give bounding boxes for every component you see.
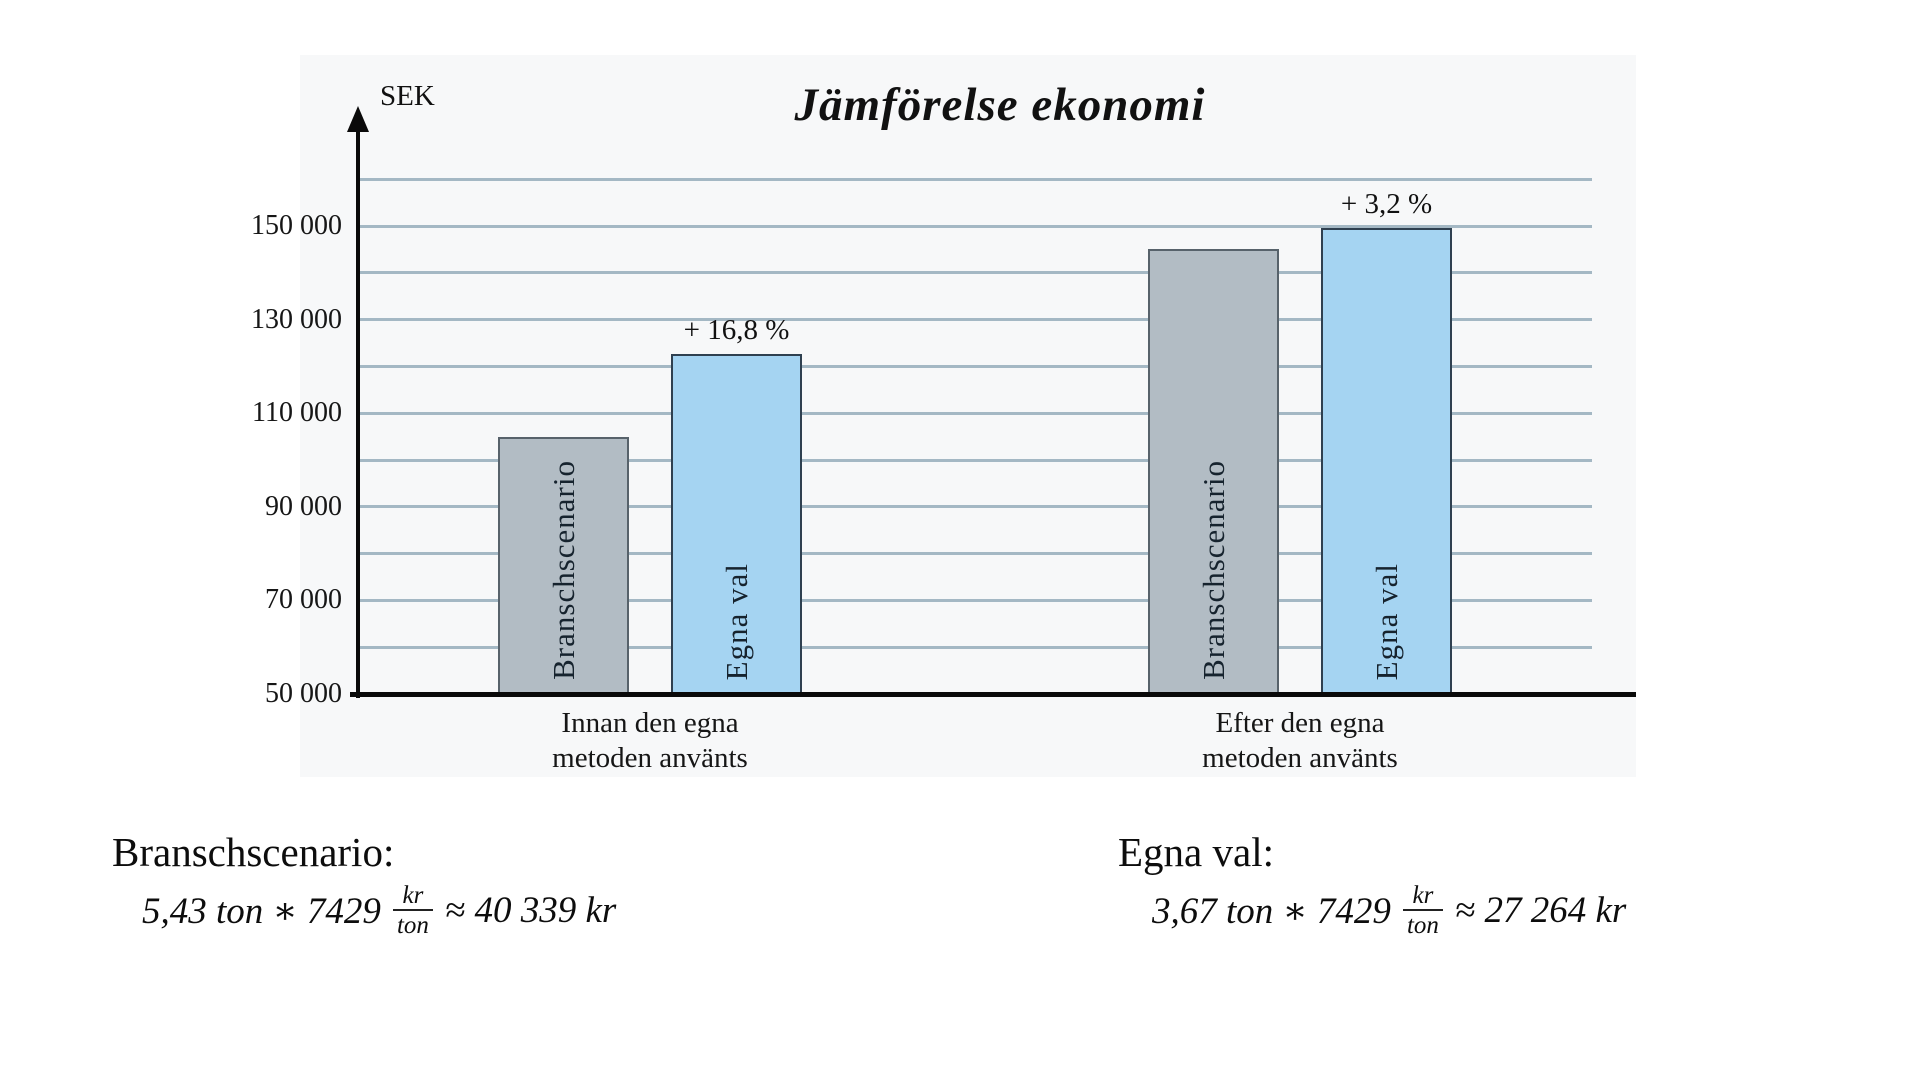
x-axis [350, 692, 1636, 697]
fraction-denominator: ton [392, 909, 433, 939]
bar-series-label: Branschscenario [1195, 460, 1231, 680]
gridline [360, 598, 1592, 602]
formula-left-rhs: ≈ 40 339 kr [444, 890, 617, 931]
fraction-numerator: kr [402, 882, 424, 909]
formula-right-lhs: 3,67 ton ∗ 7429 [1152, 890, 1391, 932]
percent-annotation: + 3,2 % [1340, 187, 1433, 220]
x-category-label-line2: metoden använts [1202, 742, 1398, 774]
gridline [360, 318, 1592, 322]
gridline [360, 458, 1592, 462]
formula-right-rhs: ≈ 27 264 kr [1454, 890, 1627, 931]
x-category-label-line1: Efter den egna [1215, 707, 1385, 739]
bar-blue-group2: Egna val [1321, 227, 1452, 696]
percent-annotation: + 16,8 % [683, 314, 790, 347]
x-category-label-line1: Innan den egna [561, 707, 739, 739]
bar-gray-group1: Branschscenario [498, 436, 629, 696]
y-tick-label: 110 000 [252, 397, 342, 429]
y-tick-label: 90 000 [265, 490, 342, 522]
gridline [360, 645, 1592, 649]
y-axis [356, 130, 360, 698]
bar-series-label: Egna val [718, 562, 754, 680]
formula-left: 5,43 ton ∗ 7429 kr ton ≈ 40 339 kr [142, 882, 616, 939]
y-tick-label: 130 000 [251, 303, 342, 335]
gridline [360, 177, 1592, 181]
bar-blue-group1: Egna val [671, 354, 802, 696]
formula-right: 3,67 ton ∗ 7429 kr ton ≈ 27 264 kr [1152, 882, 1626, 939]
y-tick-label: 70 000 [265, 584, 342, 616]
bar-gray-group2: Branschscenario [1148, 249, 1279, 696]
formula-left-heading: Branschscenario: [112, 829, 395, 875]
formula-left-lhs: 5,43 ton ∗ 7429 [142, 890, 381, 932]
x-category-label: Innan den egna metoden använts [440, 706, 860, 776]
y-axis-unit-label: SEK [380, 80, 435, 112]
gridline [360, 552, 1592, 556]
formula-right-heading: Egna val: [1118, 829, 1274, 875]
y-tick-label: 150 000 [251, 210, 342, 241]
gridline [360, 364, 1592, 368]
gridline [360, 271, 1592, 275]
fraction-denominator: ton [1402, 909, 1443, 939]
formula-right-fraction: kr ton [1402, 882, 1443, 939]
chart-title: Jämförelse ekonomi [794, 79, 1206, 131]
formula-left-fraction: kr ton [392, 882, 433, 939]
bar-series-label: Branschscenario [545, 460, 581, 680]
x-category-label: Efter den egna metoden använts [1090, 706, 1510, 776]
y-tick-label: 50 000 [265, 678, 342, 709]
y-axis-arrow-icon [347, 106, 369, 132]
gridline [360, 224, 1592, 228]
x-category-label-line2: metoden använts [552, 742, 748, 774]
gridline [360, 505, 1592, 509]
gridline [360, 411, 1592, 415]
fraction-numerator: kr [1412, 882, 1434, 909]
bar-series-label: Egna val [1368, 562, 1404, 680]
